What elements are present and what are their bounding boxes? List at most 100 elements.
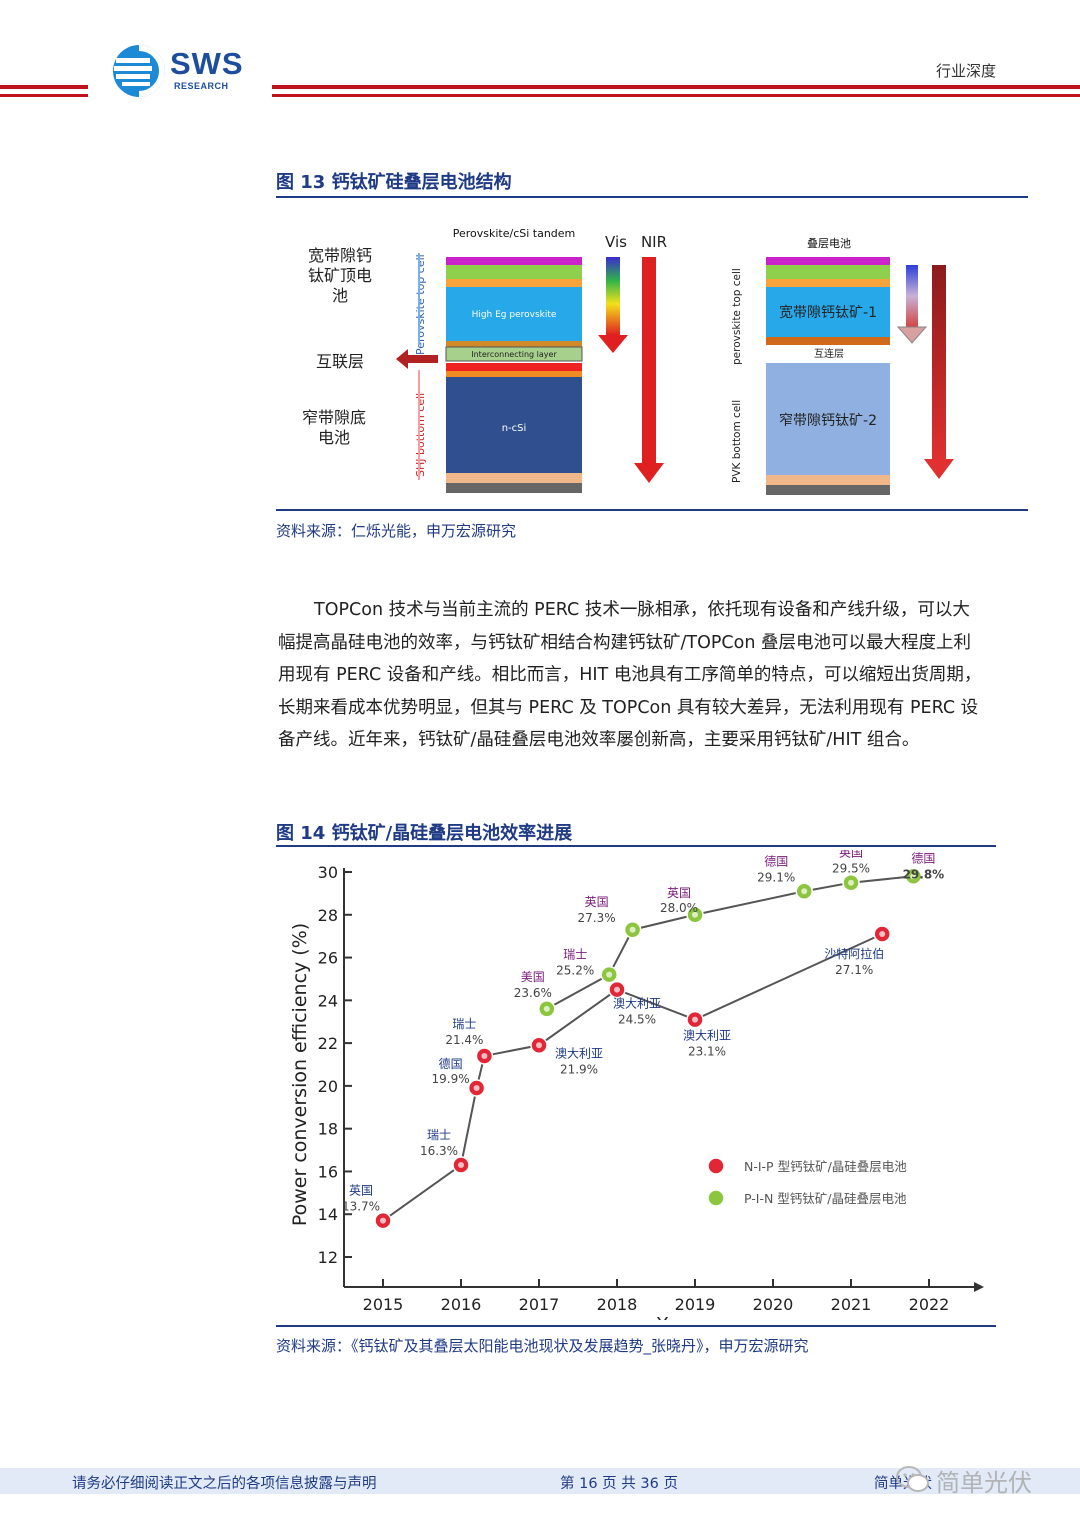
point-value: 21.9% <box>560 1062 598 1076</box>
point-highlight <box>543 1005 550 1012</box>
r-layer-green <box>766 265 890 279</box>
header-rule-right-thin <box>272 94 1080 97</box>
point-highlight <box>614 986 620 993</box>
x-tick-label: 2017 <box>519 1295 560 1314</box>
figure14-title: 图 14 钙钛矿/晶硅叠层电池效率进展 <box>276 823 573 844</box>
x-tick-label: 2018 <box>597 1295 638 1314</box>
point-value: 23.6% <box>514 986 552 1000</box>
left-heading: Perovskite/cSi tandem <box>453 227 576 240</box>
point-country: 瑞士 <box>452 1017 476 1031</box>
layer-peach <box>446 473 582 483</box>
layer-green <box>446 265 582 279</box>
r-vis-arrow-shaft <box>906 265 918 327</box>
point-value: 29.1% <box>757 870 795 884</box>
layer-top-contact <box>446 257 582 265</box>
y-tick-label: 24 <box>318 991 338 1010</box>
chart-points <box>374 867 923 1230</box>
figure13-source: 资料来源：仁烁光能，申万宏源研究 <box>276 522 517 540</box>
right-heading: 叠层电池 <box>807 237 851 250</box>
label-top-cell-l2: 钛矿顶电 <box>308 266 372 285</box>
y-axis-label: Power conversion efficiency (%) <box>289 923 311 1226</box>
r-nir-arrow-head <box>924 459 954 479</box>
layer-thin-brown <box>446 341 582 347</box>
r-layer-pvk2 <box>766 363 890 475</box>
layer-perovskite <box>446 287 582 341</box>
layer-interconnect <box>445 346 583 362</box>
figure13-top-rule <box>276 196 1028 198</box>
r-layer-pvk1-label: 宽带隙钙钛矿-1 <box>779 304 877 321</box>
r-layer-top-contact <box>766 257 890 265</box>
x-tick-label: 2015 <box>363 1295 404 1314</box>
vis-arrow-shaft <box>606 257 620 335</box>
label-bottom-cell-l1: 窄带隙底 <box>302 408 366 427</box>
point-value: 29.5% <box>832 862 870 876</box>
label-top-cell-l1: 宽带隙钙 <box>308 246 372 265</box>
point-value: 13.7% <box>342 1200 380 1214</box>
point-country: 德国 <box>439 1056 463 1071</box>
point-highlight <box>692 1016 698 1023</box>
legend-marker <box>707 1157 725 1175</box>
point-value: 27.3% <box>578 911 616 925</box>
y-tick-label: 22 <box>318 1034 338 1053</box>
header-category: 行业深度 <box>936 62 997 80</box>
layer-orange2 <box>446 371 582 377</box>
nir-arrow-head <box>634 463 664 483</box>
y-tick-label: 28 <box>318 906 338 925</box>
point-highlight <box>481 1052 488 1059</box>
legend-marker <box>707 1189 725 1207</box>
figure14-top-rule <box>276 845 996 847</box>
vis-label: Vis <box>605 233 627 251</box>
x-tick-label: 2016 <box>441 1295 482 1314</box>
point-country: 德国 <box>764 853 788 868</box>
point-highlight <box>536 1042 542 1049</box>
x-tick-label: 2020 <box>753 1295 794 1314</box>
nir-label: NIR <box>641 233 667 251</box>
figure14-source: 资料来源：《钙钛矿及其叠层太阳能电池现状及发展趋势_张晓丹》，申万宏源研究 <box>276 1337 809 1355</box>
sws-logo: SWS RESEARCH <box>112 44 262 100</box>
y-tick-label: 20 <box>318 1077 338 1096</box>
x-tick-label: 2021 <box>831 1295 872 1314</box>
figure14-bottom-rule <box>276 1325 996 1327</box>
x-axis-label: Year <box>656 1314 696 1320</box>
r-layer-pvk2-label: 窄带隙钙钛矿-2 <box>779 412 877 429</box>
x-tick-label: 2019 <box>675 1295 716 1314</box>
figure13-title: 图 13 钙钛矿硅叠层电池结构 <box>276 172 512 193</box>
point-highlight <box>848 879 854 886</box>
r-layer-peach <box>766 475 890 485</box>
chart-labels: 英国13.7%瑞士16.3%德国19.9%瑞士21.4%澳大利亚21.9%澳大利… <box>342 850 944 1214</box>
layer-perovskite-label: High Eg perovskite <box>472 310 557 320</box>
r-layer-orange <box>766 279 890 287</box>
footer-disclaimer: 请务必仔细阅读正文之后的各项信息披露与声明 <box>72 1476 377 1492</box>
legend-label: P-I-N 型钙钛矿/晶硅叠层电池 <box>744 1191 907 1206</box>
point-value: 21.4% <box>445 1033 483 1047</box>
right-side-bottom: PVK bottom cell <box>731 400 743 483</box>
point-value: 19.9% <box>432 1072 470 1086</box>
right-side-top: perovskite top cell <box>731 268 743 365</box>
footer-page-number: 第 16 页 共 36 页 <box>560 1476 678 1492</box>
logo-subtext: RESEARCH <box>174 81 229 91</box>
point-value: 27.1% <box>835 963 873 977</box>
label-bottom-cell-l2: 电池 <box>318 428 350 447</box>
page-header: SWS RESEARCH 行业深度 <box>0 0 1080 110</box>
r-nir-arrow-shaft <box>932 265 946 461</box>
figure13-bottom-rule <box>276 509 1028 511</box>
layer-gray <box>446 483 582 493</box>
point-country: 英国 <box>839 850 863 860</box>
point-value: 23.1% <box>688 1045 726 1059</box>
point-value: 25.2% <box>556 964 594 978</box>
point-country: 德国 <box>911 850 935 865</box>
point-country: 沙特阿拉伯 <box>824 946 884 961</box>
point-value: 16.3% <box>420 1144 458 1158</box>
chart-legend: N-I-P 型钙钛矿/晶硅叠层电池 P-I-N 型钙钛矿/晶硅叠层电池 <box>707 1157 907 1207</box>
layer-ncsi-label: n-cSi <box>502 423 527 434</box>
y-tick-label: 30 <box>318 863 338 882</box>
point-country: 英国 <box>585 895 609 909</box>
r-layer-brown <box>766 337 890 345</box>
series-line <box>382 933 883 1222</box>
interconnect-arrow <box>396 349 438 369</box>
nir-arrow-shaft <box>642 257 656 465</box>
r-layer-gray <box>766 485 890 495</box>
para-line-5: 备产线。近年来，钙钛矿/晶硅叠层电池效率屡创新高，主要采用钙钛矿/HIT 组合。 <box>278 730 920 750</box>
point-highlight <box>458 1162 464 1169</box>
